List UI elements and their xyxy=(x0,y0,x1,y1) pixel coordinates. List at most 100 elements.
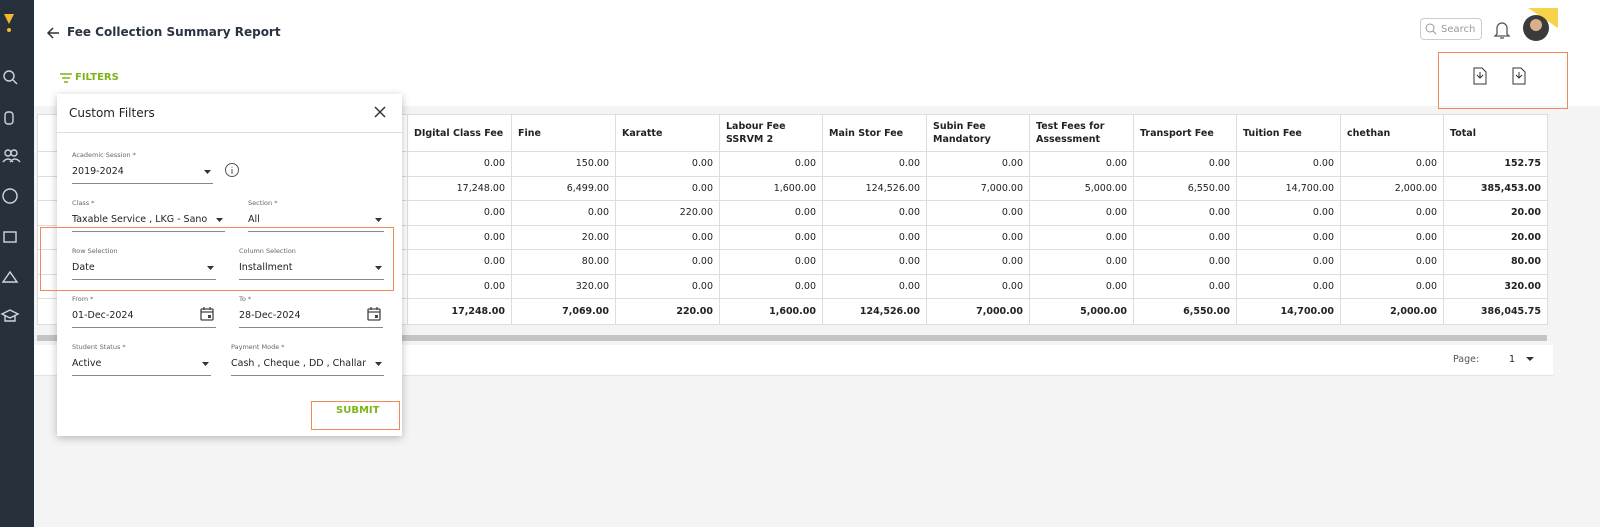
value-cell: 0.00 xyxy=(615,273,720,299)
value-cell: 20.00 xyxy=(1443,224,1548,250)
filter-panel: Custom Filters SUBMIT Academic Session *… xyxy=(40,94,402,436)
column-header[interactable]: chethan xyxy=(1340,114,1444,152)
column-header[interactable]: Main Stor Fee xyxy=(822,114,927,152)
sidebar xyxy=(0,0,34,527)
value-cell: 220.00 xyxy=(615,200,720,226)
value-cell: 1,600.00 xyxy=(719,298,823,325)
value-cell: 2,000.00 xyxy=(1340,175,1444,201)
value-cell: 152.75 xyxy=(1443,151,1548,177)
dropdown-arrow[interactable] xyxy=(374,361,383,367)
value-cell: 0.00 xyxy=(1236,224,1341,250)
field-value: Active xyxy=(72,358,102,369)
value-cell: 0.00 xyxy=(926,224,1030,250)
value-cell: 0.00 xyxy=(1236,200,1341,226)
value-cell: 0.00 xyxy=(719,200,823,226)
search-box[interactable]: Search xyxy=(1420,18,1482,40)
value-cell: 0.00 xyxy=(615,224,720,250)
column-header[interactable]: Labour Fee SSRVM 2 xyxy=(719,114,823,152)
divider xyxy=(57,132,402,133)
value-cell: 0.00 xyxy=(1133,151,1237,177)
value-cell: 0.00 xyxy=(407,151,512,177)
field-label: Section * xyxy=(248,199,278,207)
dropdown-arrow[interactable] xyxy=(203,169,212,175)
field-value: 01-Dec-2024 xyxy=(72,310,134,321)
value-cell: 5,000.00 xyxy=(1029,175,1134,201)
value-cell: 124,526.00 xyxy=(822,298,927,325)
info-icon[interactable] xyxy=(224,162,240,178)
value-cell: 220.00 xyxy=(615,298,720,325)
dropdown-arrow[interactable] xyxy=(374,265,383,271)
field-label: Academic Session * xyxy=(72,151,136,159)
field-value: All xyxy=(248,214,260,225)
export-highlight xyxy=(1438,52,1568,109)
value-cell: 0.00 xyxy=(511,200,616,226)
filter-field[interactable]: Student Status * Active xyxy=(72,343,211,376)
value-cell: 7,000.00 xyxy=(926,175,1030,201)
value-cell: 386,045.75 xyxy=(1443,298,1548,325)
column-header[interactable]: DIgital Class Fee xyxy=(407,114,512,152)
page-number[interactable]: 1 xyxy=(1509,354,1516,365)
filter-field[interactable]: Row Selection Date xyxy=(72,247,216,280)
value-cell: 0.00 xyxy=(822,151,927,177)
column-header[interactable]: Subin Fee Mandatory xyxy=(926,114,1030,152)
close-button[interactable] xyxy=(374,106,386,118)
filter-field[interactable]: Section * All xyxy=(248,199,384,232)
value-cell: 0.00 xyxy=(615,249,720,275)
column-header[interactable]: Fine xyxy=(511,114,616,152)
back-arrow[interactable] xyxy=(45,26,61,40)
value-cell: 0.00 xyxy=(407,200,512,226)
value-cell: 0.00 xyxy=(1340,151,1444,177)
value-cell: 80.00 xyxy=(1443,249,1548,275)
filter-field[interactable]: From * 01-Dec-2024 xyxy=(72,295,216,328)
column-header[interactable]: Karatte xyxy=(615,114,720,152)
value-cell: 0.00 xyxy=(1029,224,1134,250)
submit-highlight xyxy=(311,401,400,430)
value-cell: 150.00 xyxy=(511,151,616,177)
search-placeholder: Search xyxy=(1441,24,1476,35)
value-cell: 7,069.00 xyxy=(511,298,616,325)
filter-field[interactable]: Class * Taxable Service , LKG - Sano... xyxy=(72,199,225,232)
field-label: To * xyxy=(239,295,252,303)
value-cell: 0.00 xyxy=(926,273,1030,299)
value-cell: 0.00 xyxy=(719,151,823,177)
value-cell: 0.00 xyxy=(822,224,927,250)
dropdown-arrow[interactable] xyxy=(374,217,383,223)
xls-export[interactable] xyxy=(1511,67,1527,85)
filters-button[interactable]: FILTERS xyxy=(75,72,119,83)
value-cell: 14,700.00 xyxy=(1236,298,1341,325)
submit-button[interactable]: SUBMIT xyxy=(336,405,380,416)
scrollbar[interactable] xyxy=(37,335,1547,341)
filter-field[interactable]: Column Selection Installment xyxy=(239,247,384,280)
value-cell: 0.00 xyxy=(1029,151,1134,177)
value-cell: 0.00 xyxy=(926,249,1030,275)
column-header[interactable]: Tuition Fee xyxy=(1236,114,1341,152)
value-cell: 20.00 xyxy=(1443,200,1548,226)
column-header[interactable]: Test Fees for Assessment xyxy=(1029,114,1134,152)
filter-field[interactable]: Academic Session * 2019-2024 xyxy=(72,151,213,184)
value-cell: 0.00 xyxy=(1236,249,1341,275)
bell-icon[interactable] xyxy=(1493,20,1511,40)
value-cell: 0.00 xyxy=(615,151,720,177)
value-cell: 0.00 xyxy=(1340,224,1444,250)
value-cell: 0.00 xyxy=(822,249,927,275)
sidebar-icons xyxy=(0,14,21,322)
value-cell: 0.00 xyxy=(407,273,512,299)
value-cell: 17,248.00 xyxy=(407,175,512,201)
dropdown-arrow[interactable] xyxy=(215,217,224,223)
calendar-icon[interactable] xyxy=(367,307,381,321)
filter-field[interactable]: Payment Mode * Cash , Cheque , DD , Chall… xyxy=(231,343,384,376)
field-label: Student Status * xyxy=(72,343,126,351)
calendar-icon[interactable] xyxy=(200,307,214,321)
filter-field[interactable]: To * 28-Dec-2024 xyxy=(239,295,383,328)
value-cell: 0.00 xyxy=(1133,224,1237,250)
dropdown-arrow[interactable] xyxy=(201,361,210,367)
page-label: Page: xyxy=(1453,354,1480,365)
page-dropdown[interactable] xyxy=(1525,356,1535,362)
column-header[interactable]: Total xyxy=(1443,114,1548,152)
column-header[interactable]: Transport Fee xyxy=(1133,114,1237,152)
avatar[interactable] xyxy=(1518,8,1558,44)
search-icon xyxy=(1425,23,1437,35)
dropdown-arrow[interactable] xyxy=(206,265,215,271)
pdf-export[interactable] xyxy=(1472,67,1488,85)
